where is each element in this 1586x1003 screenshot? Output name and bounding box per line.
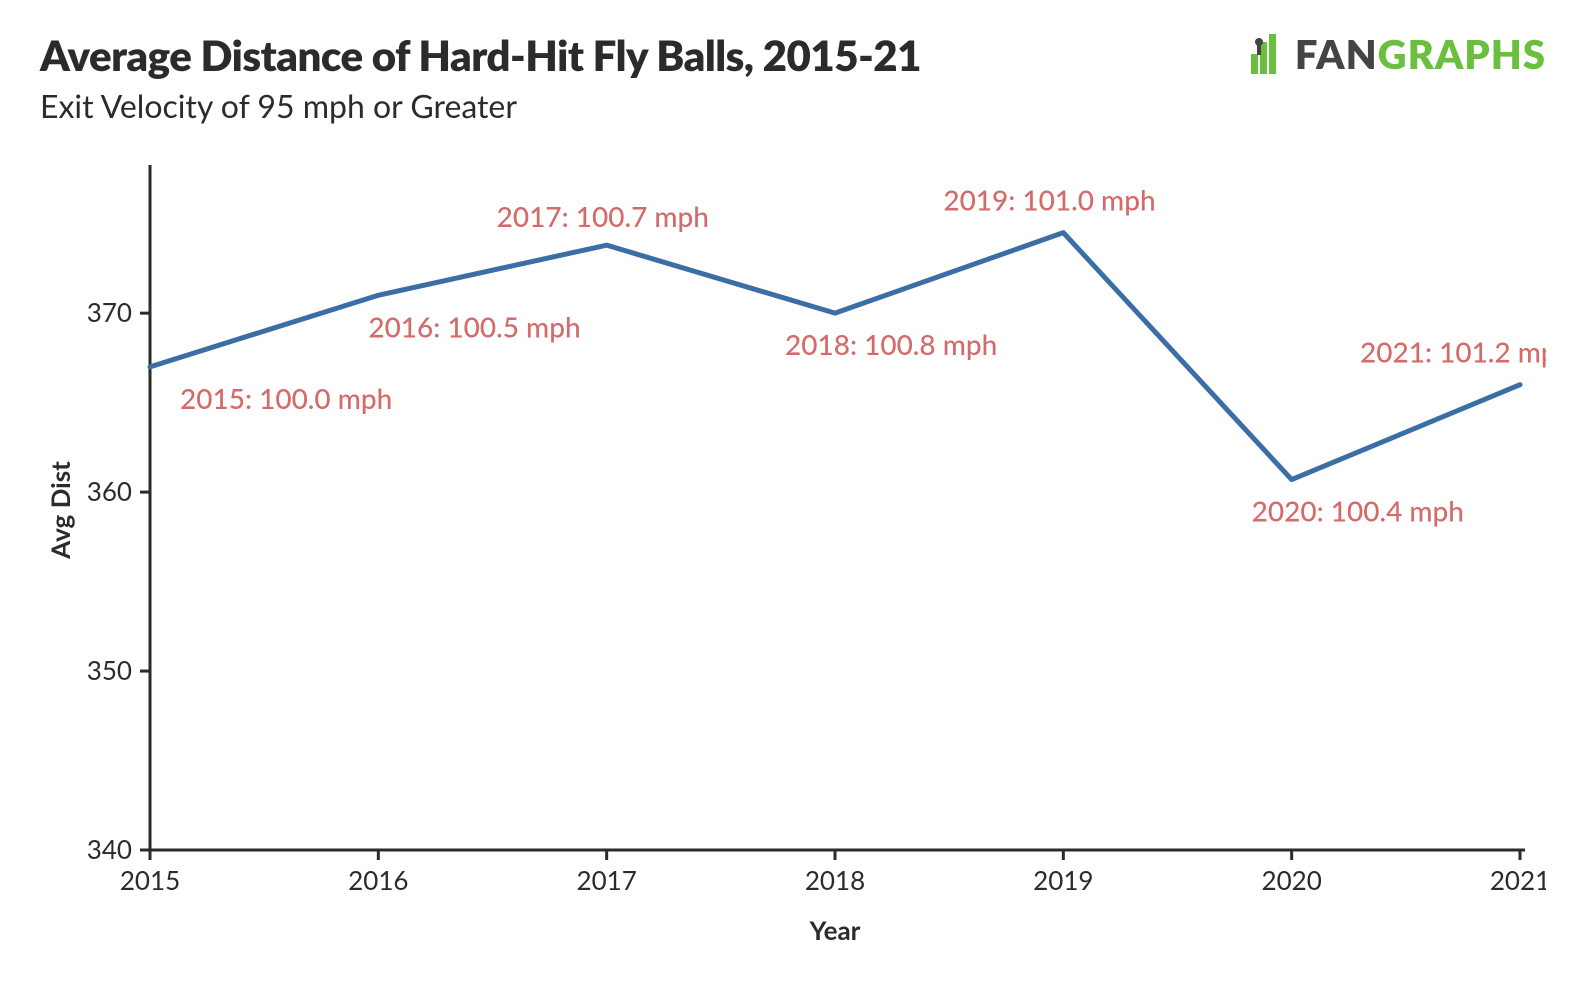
- point-annotation: 2017: 100.7 mph: [497, 199, 709, 233]
- x-tick-label: 2020: [1262, 864, 1322, 896]
- y-axis-label: Avg Dist: [44, 461, 76, 560]
- x-tick-label: 2015: [120, 864, 180, 896]
- chart-svg: 340 350 360 370 2015 2016 2017 2018 2019 2020 2021…: [40, 150, 1546, 970]
- x-tick-label: 2017: [577, 864, 637, 896]
- y-tick-label: 350: [87, 654, 132, 686]
- header: Average Distance of Hard-Hit Fly Balls, …: [40, 30, 921, 125]
- chart-title: Average Distance of Hard-Hit Fly Balls, …: [40, 30, 921, 80]
- point-annotation: 2019: 101.0 mph: [943, 183, 1155, 217]
- chart-subtitle: Exit Velocity of 95 mph or Greater: [40, 86, 921, 125]
- y-tick-label: 370: [87, 296, 132, 328]
- y-tick-label: 340: [87, 833, 132, 865]
- x-tick-label: 2019: [1033, 864, 1093, 896]
- x-axis-label: Year: [809, 914, 861, 946]
- y-tick-label: 360: [87, 475, 132, 507]
- x-tick-label: 2016: [348, 864, 408, 896]
- line-chart: 340 350 360 370 2015 2016 2017 2018 2019 2020 2021…: [40, 150, 1546, 970]
- x-tick-label: 2021: [1490, 864, 1546, 896]
- fangraphs-logo: FANGRAPHS: [1251, 30, 1546, 78]
- chart-container: Average Distance of Hard-Hit Fly Balls, …: [0, 0, 1586, 1003]
- point-annotation: 2015: 100.0 mph: [180, 381, 392, 415]
- logo-text-graphs: GRAPHS: [1378, 30, 1546, 78]
- logo-bars-icon: [1251, 34, 1291, 74]
- point-annotation: 2018: 100.8 mph: [785, 327, 997, 361]
- logo-text-fan: FAN: [1295, 30, 1378, 78]
- point-annotation: 2020: 100.4 mph: [1252, 494, 1464, 528]
- point-annotation: 2016: 100.5 mph: [368, 309, 580, 343]
- point-annotation: 2021: 101.2 mph: [1360, 335, 1546, 369]
- x-tick-label: 2018: [805, 864, 865, 896]
